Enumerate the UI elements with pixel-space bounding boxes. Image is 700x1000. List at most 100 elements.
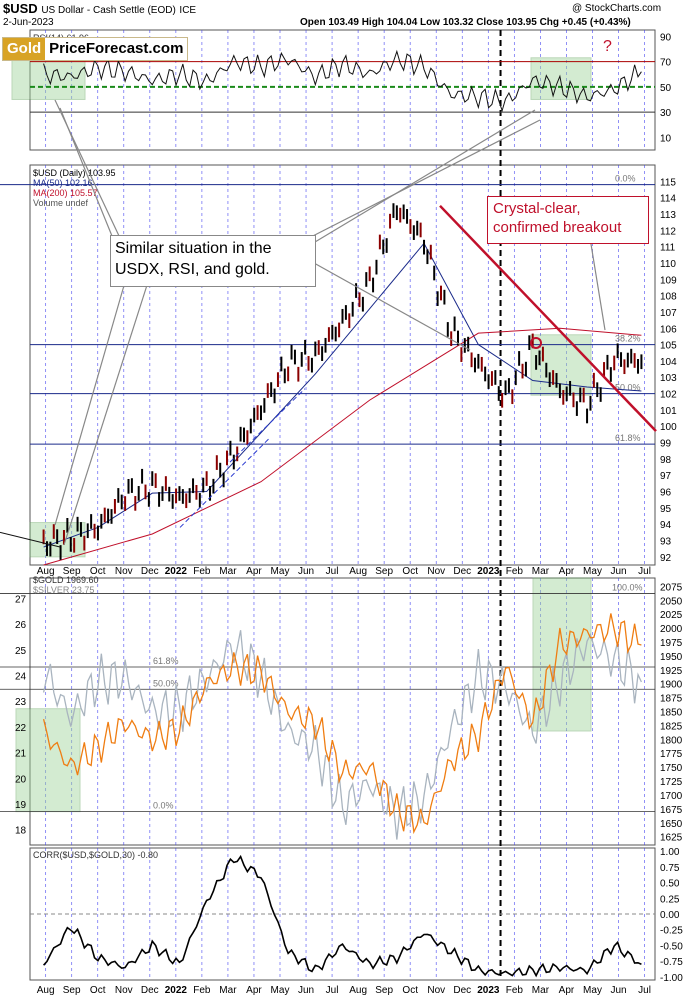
x-tick-label: Nov — [115, 566, 133, 577]
gold-y-tick: 1900 — [660, 680, 683, 691]
x-tick-label: Dec — [453, 566, 471, 577]
chart-date: 2-Jun-2023 — [3, 17, 54, 28]
silver-y-tick: 20 — [15, 774, 27, 785]
fib-label: 38.2% — [615, 334, 641, 344]
x-tick-label: Oct — [90, 985, 106, 996]
gold-y-tick: 1650 — [660, 819, 683, 830]
callout-line-2: USDX, RSI, and gold. — [115, 261, 270, 278]
gold-fib-label: 0.0% — [153, 801, 174, 811]
callout-pointer — [63, 281, 149, 546]
rsi-y-tick: 50 — [660, 83, 672, 94]
fib-label: 0.0% — [615, 174, 636, 184]
corr-y-tick: 0.25 — [660, 894, 680, 905]
x-tick-label: Sep — [63, 985, 81, 996]
gold-line — [42, 613, 642, 835]
x-tick-label: Jun — [610, 985, 626, 996]
usd-y-tick: 105 — [660, 341, 677, 352]
usd-y-tick: 114 — [660, 194, 676, 205]
x-tick-label: Aug — [37, 566, 55, 577]
x-tick-label: Dec — [141, 985, 159, 996]
callout-line-1: Similar situation in the — [115, 240, 272, 257]
x-tick-label: Apr — [246, 985, 262, 996]
x-tick-label: Mar — [219, 566, 237, 577]
usd-y-tick: 111 — [660, 243, 676, 254]
callout-pointer — [54, 281, 126, 526]
peak-circle — [530, 336, 542, 349]
usd-y-tick: 102 — [660, 390, 677, 401]
gold-y-tick: 2025 — [660, 610, 683, 621]
usd-legend-entry: MA(200) 105.57 — [33, 188, 98, 198]
logo-gold: Gold — [3, 38, 46, 60]
x-tick-label: May — [271, 985, 290, 996]
usd-y-tick: 112 — [660, 226, 676, 237]
x-tick-label: Apr — [559, 985, 575, 996]
gold-legend-entry: $SILVER 23.75 — [33, 585, 94, 595]
site-logo: Gold PriceForecast.com — [2, 37, 189, 61]
usd-y-tick: 98 — [660, 455, 672, 466]
corr-y-tick: 0.50 — [660, 879, 680, 890]
fib-label: 61.8% — [615, 433, 641, 443]
usd-y-tick: 92 — [660, 553, 672, 564]
corr-line — [42, 854, 642, 978]
callout-pointer — [589, 237, 606, 331]
x-tick-label: Apr — [559, 566, 575, 577]
silver-y-tick: 26 — [15, 620, 27, 631]
ma200-line — [43, 327, 642, 566]
usd-legend-entry: MA(50) 102.16 — [33, 178, 93, 188]
x-tick-label: Jun — [610, 566, 626, 577]
corr-y-tick: -0.50 — [660, 941, 683, 952]
usd-y-tick: 93 — [660, 537, 672, 548]
breakout-line-2: confirmed breakout — [493, 219, 622, 236]
exchange: ICE — [179, 5, 197, 16]
gold-y-tick: 1700 — [660, 791, 683, 802]
usd-y-tick: 106 — [660, 324, 677, 335]
symbol: $USD — [3, 1, 38, 16]
gold-y-tick: 1800 — [660, 735, 683, 746]
corr-y-tick: -1.00 — [660, 973, 683, 984]
gold-legend-entry: $GOLD 1969.60 — [33, 575, 99, 585]
usd-y-tick: 109 — [660, 275, 677, 286]
silver-y-tick: 18 — [15, 826, 27, 837]
x-tick-label: Sep — [63, 566, 81, 577]
x-tick-label: Nov — [115, 985, 133, 996]
panel-frame-1 — [29, 164, 656, 566]
x-tick-label: Nov — [427, 566, 445, 577]
gold-y-tick: 1925 — [660, 666, 683, 677]
ma50-line — [43, 242, 642, 548]
usd-y-tick: 115 — [660, 177, 676, 188]
gold-fib-label: 100.0% — [612, 583, 643, 593]
panel-frame-0 — [29, 29, 656, 151]
corr-legend: CORR($USD,$GOLD,30) -0.80 — [33, 850, 158, 860]
x-tick-label: Aug — [37, 985, 55, 996]
silver-y-tick: 22 — [15, 723, 27, 734]
callout-pointer — [304, 257, 471, 351]
watermark: @ StockCharts.com — [572, 3, 662, 14]
usd-y-tick: 104 — [660, 357, 677, 368]
gold-y-tick: 1750 — [660, 763, 683, 774]
x-tick-label: Mar — [532, 985, 550, 996]
x-tick-label: 2023 — [477, 566, 500, 577]
silver-y-tick: 19 — [15, 800, 27, 811]
rsi-y-tick: 10 — [660, 133, 672, 144]
x-tick-label: Sep — [375, 985, 393, 996]
x-tick-label: Mar — [219, 985, 237, 996]
gold-y-tick: 2000 — [660, 624, 683, 635]
x-tick-label: Apr — [246, 566, 262, 577]
x-tick-label: 2022 — [165, 985, 188, 996]
corr-y-tick: -0.25 — [660, 926, 683, 937]
x-tick-label: Dec — [141, 566, 159, 577]
silver-line — [42, 630, 643, 840]
gold-y-tick: 1675 — [660, 805, 683, 816]
early-trend-line — [0, 531, 61, 548]
x-tick-label: May — [583, 566, 602, 577]
x-tick-label: Aug — [349, 985, 367, 996]
usd-y-tick: 101 — [660, 406, 677, 417]
usd-y-tick: 96 — [660, 488, 672, 499]
rising-channel-line — [229, 388, 306, 463]
x-tick-label: Feb — [506, 985, 524, 996]
x-tick-label: Jun — [298, 985, 314, 996]
x-tick-label: Jun — [298, 566, 314, 577]
usd-y-tick: 94 — [660, 520, 672, 531]
